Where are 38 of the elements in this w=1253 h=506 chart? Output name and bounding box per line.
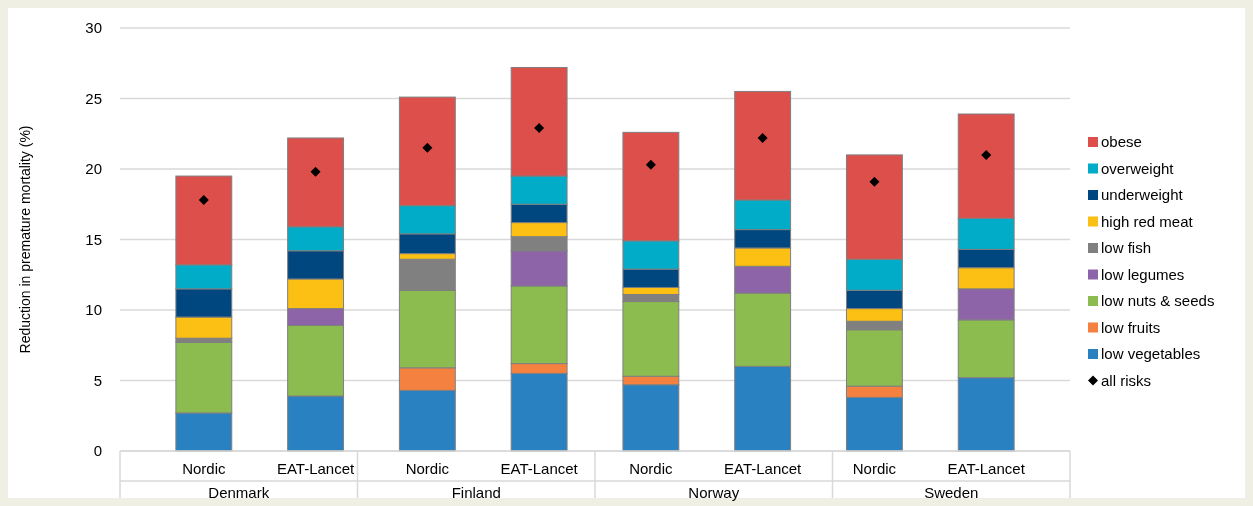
point [422,142,433,153]
x-tick-label: EAT-Lancet [500,460,579,477]
x-tick-label: Nordic [852,460,897,477]
point [310,166,321,177]
point [981,149,992,160]
text: Finland [451,484,501,501]
legend-label: all risks [1101,371,1152,389]
point [757,132,768,143]
y-tick-label: 20 [85,160,102,178]
x-tick-label: Nordic [629,460,674,477]
legend-label: obese [1101,133,1142,151]
x-tick-label: EAT-Lancet [947,460,1026,477]
text: Sweden [924,484,979,501]
y-tick-label: 25 [85,89,102,107]
point [534,123,545,134]
y-tick-label: 10 [85,301,102,319]
text: Denmark [208,484,270,501]
point [645,159,656,170]
legend-label: high red meat [1101,212,1194,230]
legend-label: low nuts & seeds [1101,292,1215,310]
legend-label: overweight [1101,159,1175,177]
point [198,195,209,206]
point [869,176,880,187]
y-axis-title: Reduction in premature mortality (%) [17,125,33,354]
x-tick-label: Nordic [405,460,450,477]
legend-label: underweight [1101,186,1184,204]
y-tick-label: 5 [93,371,102,389]
y-tick-label: 30 [85,19,102,37]
y-tick-label: 0 [93,442,102,460]
x-tick-label: EAT-Lancet [724,460,803,477]
y-tick-label: 15 [85,230,102,248]
text: Norway [688,484,740,501]
x-tick-label: EAT-Lancet [276,460,356,477]
legend-label: low fish [1101,239,1152,257]
x-tick-label: Nordic [182,460,226,477]
legend-label: low fruits [1101,318,1161,336]
legend-label: low legumes [1101,265,1185,283]
legend-label: low vegetables [1101,345,1201,363]
